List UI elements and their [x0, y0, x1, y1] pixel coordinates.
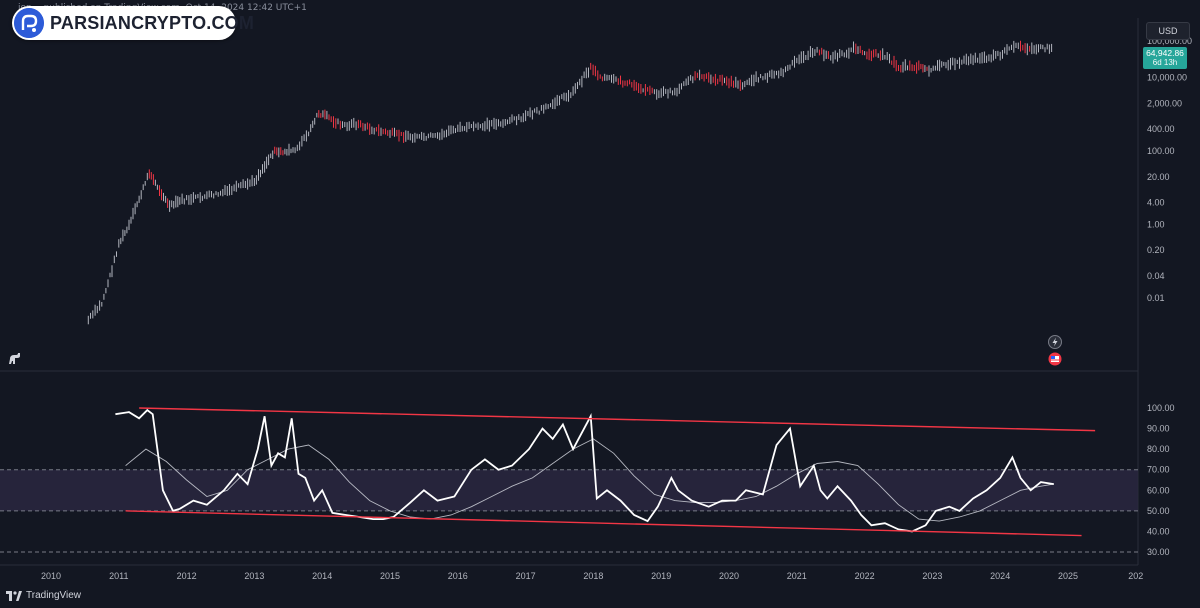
- channel-lower-line: [125, 510, 1082, 537]
- rsi-tick-label: 80.00: [1147, 444, 1170, 454]
- us-flag-calendar-icon[interactable]: [1048, 352, 1062, 366]
- rsi-tick-label: 40.00: [1147, 526, 1170, 536]
- rsi-tick-label: 30.00: [1147, 547, 1170, 557]
- price-tick-label: 4.00: [1147, 197, 1165, 207]
- price-tick-label: 400.00: [1147, 124, 1175, 134]
- rsi-tick-label: 90.00: [1147, 424, 1170, 434]
- axes: 100,000.00 10,000.00 2,000.00 400.00 100.00 2…: [41, 36, 1192, 581]
- price-tick-label: 100,000.00: [1147, 36, 1192, 46]
- rsi-line: [115, 408, 1054, 533]
- channel-upper-line: [139, 407, 1096, 432]
- year-tick-label: 2010: [41, 571, 61, 581]
- price-tick-label: 0.20: [1147, 245, 1165, 255]
- rsi-tick-label: 60.00: [1147, 485, 1170, 495]
- tradingview-footer[interactable]: TradingView: [6, 590, 81, 601]
- year-tick-label: 202: [1128, 571, 1143, 581]
- year-tick-label: 2022: [855, 571, 875, 581]
- rsi-tick-label: 50.00: [1147, 506, 1170, 516]
- price-tick-label: 0.04: [1147, 271, 1165, 281]
- price-series: [87, 40, 1053, 325]
- price-tick-label: 10,000.00: [1147, 73, 1187, 83]
- price-tick-label: 2,000.00: [1147, 98, 1182, 108]
- parsiancrypto-logo[interactable]: PARSIANCRYPTO.COM: [12, 6, 254, 40]
- year-tick-label: 2013: [244, 571, 264, 581]
- year-tick-label: 2018: [583, 571, 603, 581]
- rsi-tick-label: 70.00: [1147, 465, 1170, 475]
- parsiancrypto-logo-icon: [14, 8, 44, 38]
- year-tick-label: 2012: [177, 571, 197, 581]
- price-tick-label: 20.00: [1147, 172, 1170, 182]
- year-tick-label: 2014: [312, 571, 332, 581]
- lightning-icon[interactable]: [1048, 335, 1062, 349]
- year-tick-label: 2024: [990, 571, 1010, 581]
- logo-text: PARSIANCRYPTO.COM: [50, 13, 255, 33]
- rsi-band-fill: [0, 469, 1138, 511]
- year-tick-label: 2020: [719, 571, 739, 581]
- price-tick-label: 1.00: [1147, 220, 1165, 230]
- price-tick-label: 100.00: [1147, 146, 1175, 156]
- year-tick-label: 2017: [516, 571, 536, 581]
- year-tick-label: 2015: [380, 571, 400, 581]
- year-tick-label: 2025: [1058, 571, 1078, 581]
- rsi-tick-label: 100.00: [1147, 403, 1175, 413]
- year-tick-label: 2023: [922, 571, 942, 581]
- rsi-moving-average: [125, 438, 1054, 522]
- currency-button[interactable]: USD: [1146, 22, 1190, 40]
- year-tick-label: 2019: [651, 571, 671, 581]
- tradingview-logo-icon: [6, 590, 22, 601]
- year-tick-label: 2016: [448, 571, 468, 581]
- bar-countdown: 6d 13h: [1152, 58, 1178, 67]
- rsi-series: [115, 407, 1096, 537]
- year-tick-label: 2021: [787, 571, 807, 581]
- price-tick-label: 0.01: [1147, 293, 1165, 303]
- tradingview-brand: TradingView: [26, 590, 82, 601]
- rsi-band: [0, 469, 1138, 553]
- last-price-tag: 64,942.86 6d 13h: [1143, 47, 1187, 69]
- year-tick-label: 2011: [109, 571, 128, 581]
- last-price: 64,942.86: [1146, 48, 1184, 58]
- dinosaur-icon: [9, 353, 20, 364]
